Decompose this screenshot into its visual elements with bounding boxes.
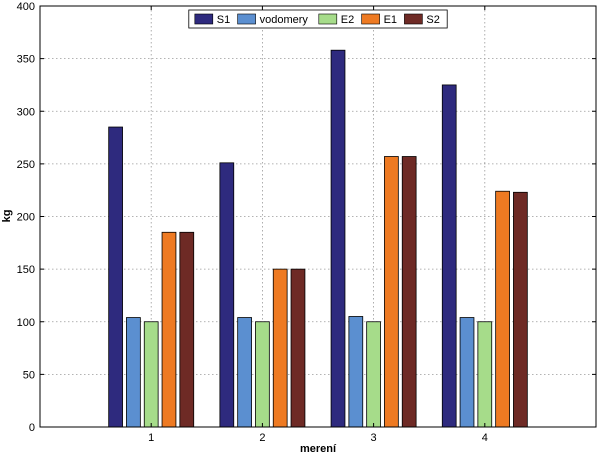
legend-label-S1: S1: [217, 14, 230, 26]
grid: [40, 6, 596, 427]
legend-label-vodomery: vodomery: [260, 14, 309, 26]
y-tick-label: 100: [17, 317, 35, 329]
bar-vodomery-1: [126, 317, 141, 428]
legend-swatch-S2: [404, 13, 423, 25]
y-tick-label: 250: [17, 159, 35, 171]
bar-E1-1: [161, 231, 177, 428]
legend-swatch-E1: [361, 13, 380, 25]
x-tick-label: 3: [371, 432, 377, 444]
bar-E2-4: [477, 321, 493, 428]
x-tick-label: 4: [482, 432, 488, 444]
x-tick-label: 1: [148, 432, 154, 444]
legend-swatch-vodomery: [237, 13, 256, 25]
bar-vodomery-3: [348, 316, 364, 428]
bar-E1-3: [384, 156, 399, 428]
bar-S1-4: [441, 84, 457, 428]
bar-E1-4: [495, 190, 510, 428]
bar-S1-1: [108, 126, 123, 428]
bar-E2-1: [143, 321, 159, 428]
y-tick-label: 350: [17, 54, 35, 66]
bar-S2-3: [401, 156, 417, 428]
y-tick-label: 300: [17, 106, 35, 118]
bar-S1-2: [219, 162, 235, 428]
legend-label-S2: S2: [426, 14, 439, 26]
x-tick-label: 2: [259, 432, 265, 444]
bars: [108, 49, 528, 428]
bar-S2-2: [290, 268, 306, 428]
legend-swatch-E2: [318, 13, 338, 25]
legend: S1 vodomery E2 E1 S2: [188, 9, 448, 29]
bar-E2-2: [255, 321, 270, 428]
legend-label-E2: E2: [341, 14, 354, 26]
y-axis-title: kg: [1, 210, 13, 223]
x-axis-title: merení: [300, 443, 337, 455]
bar-vodomery-4: [459, 317, 475, 428]
bar-E1-2: [272, 268, 288, 428]
bar-S2-4: [513, 191, 528, 428]
bar-S2-1: [179, 231, 195, 428]
bar-vodomery-2: [237, 317, 252, 428]
bar-S1-3: [330, 49, 346, 428]
legend-swatch-S1: [194, 13, 214, 25]
y-tick-label: 400: [17, 1, 35, 13]
y-tick-label: 0: [29, 422, 35, 434]
ticks: 0 50 100 150 200 250 300 350 400 1 2 3 4: [17, 1, 596, 444]
legend-label-E1: E1: [384, 14, 397, 26]
y-tick-label: 50: [23, 369, 35, 381]
bar-E2-3: [366, 321, 381, 428]
y-tick-label: 150: [17, 264, 35, 276]
y-tick-label: 200: [17, 212, 35, 224]
